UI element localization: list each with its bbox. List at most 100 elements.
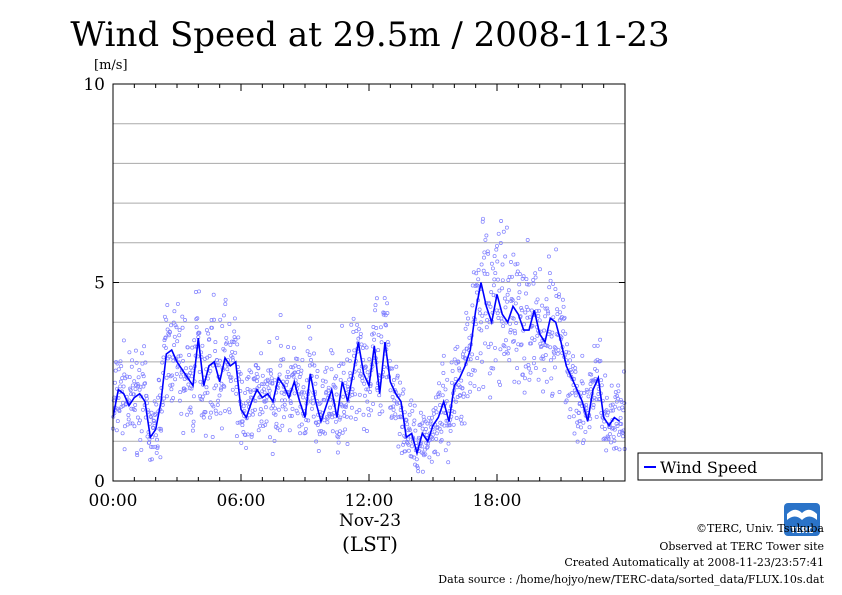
data-point	[260, 410, 265, 415]
data-point	[140, 351, 144, 356]
data-point	[557, 390, 562, 394]
data-point	[130, 383, 135, 388]
data-point	[188, 371, 193, 375]
data-point	[505, 299, 510, 304]
data-point	[406, 442, 411, 447]
data-point	[213, 340, 218, 345]
data-point	[232, 316, 237, 321]
data-point	[121, 384, 126, 389]
data-point	[479, 320, 483, 325]
data-point	[441, 383, 446, 388]
data-point	[615, 394, 620, 398]
data-point	[408, 427, 412, 432]
data-point	[161, 396, 166, 401]
data-point	[227, 407, 232, 412]
data-point	[378, 403, 383, 408]
data-point	[204, 328, 209, 333]
data-point	[367, 413, 371, 418]
data-point	[546, 311, 551, 316]
data-point	[515, 269, 520, 274]
data-point	[509, 260, 513, 264]
data-point	[463, 326, 468, 331]
data-point	[298, 431, 303, 436]
data-point	[257, 412, 262, 417]
data-point	[538, 267, 542, 272]
data-point	[386, 342, 391, 347]
data-point	[379, 334, 384, 339]
data-point	[282, 415, 286, 420]
data-point	[301, 385, 306, 390]
data-point	[388, 388, 393, 393]
logo-wave-icon	[787, 509, 817, 520]
data-point	[468, 389, 472, 394]
y-tick-label: 0	[94, 472, 105, 492]
data-point	[288, 413, 293, 418]
data-point	[223, 302, 228, 307]
data-point	[475, 283, 480, 288]
data-point	[519, 308, 524, 313]
data-point	[462, 349, 467, 354]
data-point	[240, 419, 245, 424]
data-point	[170, 373, 175, 378]
data-point	[514, 321, 519, 325]
data-point	[208, 369, 213, 373]
data-point	[433, 406, 438, 411]
data-point	[573, 369, 578, 374]
data-point	[143, 360, 148, 365]
data-point	[439, 429, 444, 434]
data-point	[171, 358, 176, 363]
data-point	[501, 229, 506, 234]
data-point	[228, 379, 233, 383]
data-point	[466, 316, 470, 321]
data-point	[398, 414, 403, 419]
data-point	[151, 426, 156, 431]
data-point	[178, 390, 183, 395]
data-point	[535, 297, 540, 302]
data-point	[550, 393, 554, 398]
data-point	[364, 387, 369, 392]
data-point	[303, 426, 308, 431]
data-point	[154, 402, 159, 407]
data-point	[470, 303, 475, 308]
data-point	[385, 311, 390, 316]
data-point	[529, 308, 534, 313]
data-point	[493, 345, 497, 350]
data-point	[612, 438, 617, 443]
data-point	[588, 382, 593, 386]
data-point	[272, 378, 277, 383]
data-point	[588, 387, 593, 392]
data-point	[440, 393, 445, 398]
data-point	[547, 285, 552, 290]
data-point	[343, 380, 348, 385]
data-point	[564, 398, 569, 403]
data-point	[334, 392, 339, 397]
data-point	[543, 306, 548, 311]
data-point	[493, 358, 498, 363]
data-point	[436, 394, 441, 399]
data-point	[563, 331, 568, 336]
data-point	[499, 319, 504, 324]
data-point	[545, 309, 550, 314]
data-point	[377, 412, 382, 416]
data-point	[273, 406, 278, 411]
data-point	[137, 368, 142, 373]
data-point	[483, 341, 488, 346]
data-point	[465, 322, 470, 327]
data-point	[452, 410, 457, 415]
data-point	[520, 372, 525, 377]
data-point	[419, 444, 424, 449]
data-point	[306, 324, 311, 329]
data-point	[414, 457, 419, 462]
data-point	[132, 408, 137, 413]
data-point	[585, 389, 590, 394]
data-point	[570, 390, 575, 395]
data-point	[609, 383, 614, 388]
data-point	[187, 353, 192, 357]
data-point	[270, 452, 275, 456]
data-point	[609, 440, 613, 445]
data-point	[156, 395, 161, 400]
data-point	[352, 348, 357, 353]
data-point	[152, 419, 156, 423]
data-point	[211, 292, 216, 297]
data-point	[129, 406, 134, 411]
